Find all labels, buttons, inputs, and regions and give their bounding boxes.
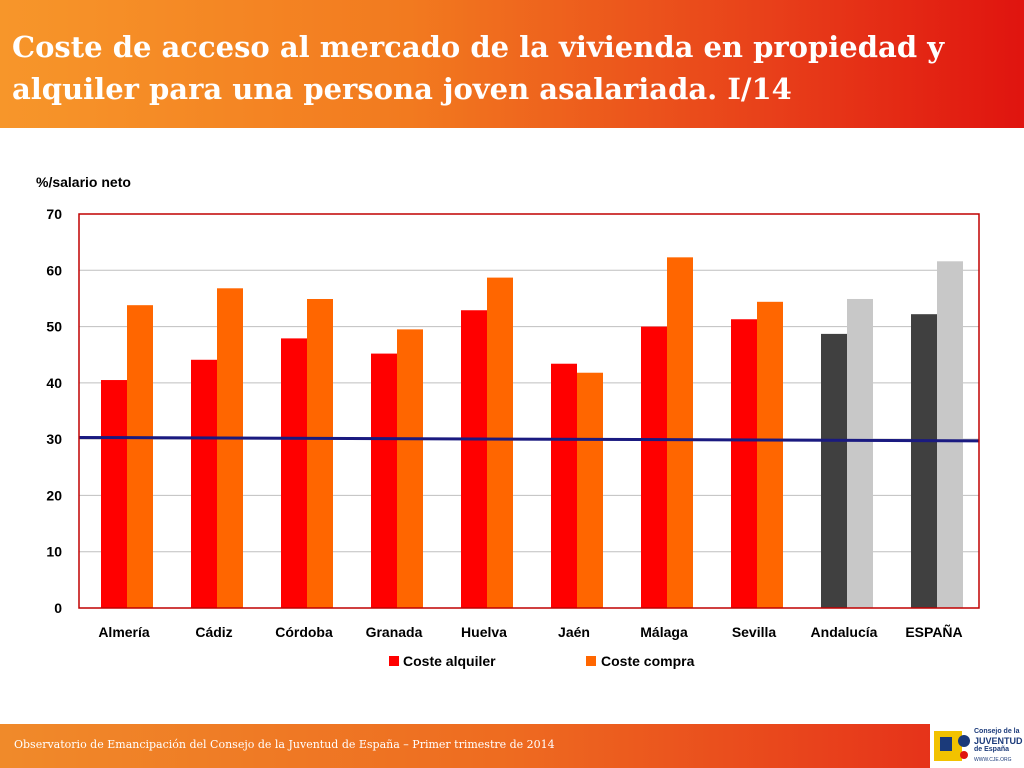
y-tick-label: 0 xyxy=(54,600,62,616)
bar-coste-compra xyxy=(757,301,783,608)
x-tick-label: Granada xyxy=(366,624,423,640)
y-tick-label: 40 xyxy=(46,375,62,391)
footer-bar: Observatorio de Emancipación del Consejo… xyxy=(0,724,930,768)
bar-coste-alquiler xyxy=(821,333,847,608)
legend-label-alquiler: Coste alquiler xyxy=(403,653,496,669)
y-axis-label: %/salario neto xyxy=(36,174,131,190)
bar-coste-alquiler xyxy=(371,353,397,608)
cje-logo-icon xyxy=(934,731,970,761)
title-line-1: Coste de acceso al mercado de la viviend… xyxy=(12,30,945,64)
x-tick-label: Córdoba xyxy=(275,624,333,640)
logo-line-2: JUVENTUD xyxy=(974,736,1023,746)
bar-coste-alquiler xyxy=(731,319,757,608)
footer-text: Observatorio de Emancipación del Consejo… xyxy=(14,738,555,751)
bar-coste-alquiler xyxy=(641,326,667,608)
x-tick-label: Cádiz xyxy=(195,624,232,640)
y-tick-label: 60 xyxy=(46,262,62,278)
legend-swatch-alquiler xyxy=(389,656,399,666)
bar-coste-compra xyxy=(667,257,693,608)
bar-coste-alquiler xyxy=(461,310,487,608)
bar-coste-compra xyxy=(577,372,603,608)
bar-coste-alquiler xyxy=(101,380,127,608)
title-line-2: alquiler para una persona joven asalaria… xyxy=(12,72,792,106)
cje-logo: Consejo de la JUVENTUD de España WWW.CJE… xyxy=(930,724,1024,768)
y-tick-label: 70 xyxy=(46,206,62,222)
logo-line-1: Consejo de la xyxy=(974,728,1020,735)
bar-coste-alquiler xyxy=(191,359,217,608)
bar-coste-compra xyxy=(307,298,333,608)
logo-url[interactable]: WWW.CJE.ORG xyxy=(974,757,1012,763)
bar-coste-compra xyxy=(937,261,963,608)
bar-coste-compra xyxy=(397,329,423,608)
logo-line-3: de España xyxy=(974,746,1010,753)
legend-label-compra: Coste compra xyxy=(601,653,695,669)
y-tick-label: 50 xyxy=(46,319,62,335)
y-tick-label: 30 xyxy=(46,431,62,447)
plot-frame xyxy=(78,213,980,609)
y-tick-label: 20 xyxy=(46,487,62,503)
legend-swatch-compra xyxy=(586,656,596,666)
header-banner: Coste de acceso al mercado de la viviend… xyxy=(0,0,1024,128)
x-tick-label: Jaén xyxy=(558,624,590,640)
x-tick-label: Sevilla xyxy=(732,624,777,640)
bar-coste-compra xyxy=(217,288,243,608)
bar-coste-alquiler xyxy=(281,338,307,608)
bar-coste-compra xyxy=(847,298,873,608)
bar-coste-compra xyxy=(487,277,513,608)
x-tick-label: Huelva xyxy=(461,624,507,640)
bar-coste-compra xyxy=(127,305,153,608)
page-title: Coste de acceso al mercado de la viviend… xyxy=(12,26,1012,110)
x-tick-label: Andalucía xyxy=(811,624,878,640)
y-tick-label: 10 xyxy=(46,544,62,560)
bar-coste-alquiler xyxy=(911,314,937,608)
reference-line xyxy=(78,435,980,443)
x-tick-label: Almería xyxy=(98,624,150,640)
x-tick-label: Málaga xyxy=(640,624,688,640)
bar-coste-alquiler xyxy=(551,363,577,608)
bar-chart: %/salario neto 0 10 20 30 40 50 60 70 Almería Cádi… xyxy=(36,174,980,669)
x-tick-label: ESPAÑA xyxy=(905,623,962,640)
